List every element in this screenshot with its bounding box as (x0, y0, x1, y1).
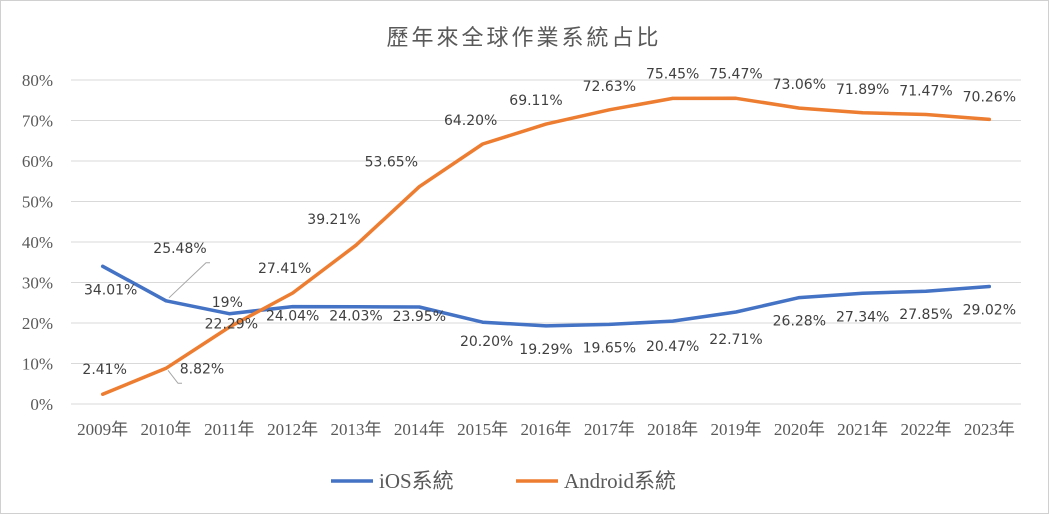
android-data-label: 73.06% (773, 77, 826, 93)
y-tick-label: 30% (22, 274, 53, 293)
ios-data-label: 26.28% (773, 314, 826, 330)
x-tick-label: 2019年 (711, 420, 762, 439)
android-data-point (164, 366, 168, 370)
ios-data-label: 19.29% (519, 342, 572, 358)
android-legend-label: Android系統 (564, 469, 676, 493)
ios-data-point (164, 299, 168, 303)
y-tick-label: 20% (22, 314, 53, 333)
ios-data-point (987, 284, 991, 288)
x-tick-label: 2010年 (141, 420, 192, 439)
y-axis-ticks: 0% 10% 20% 30% 40% 50% 60% 70% 80% (22, 71, 53, 414)
android-data-label: 64.20% (444, 113, 497, 129)
y-tick-label: 50% (22, 193, 53, 212)
android-data-label: 19% (212, 295, 243, 311)
android-data-label: 39.21% (307, 212, 360, 228)
x-tick-label: 2023年 (964, 420, 1015, 439)
x-tick-label: 2021年 (837, 420, 888, 439)
ios-data-point (227, 312, 231, 316)
android-data-label: 8.82% (180, 361, 224, 377)
ios-data-label: 19.65% (583, 340, 636, 356)
x-tick-label: 2014年 (394, 420, 445, 439)
x-tick-label: 2009年 (77, 420, 128, 439)
x-tick-label: 2017年 (584, 420, 635, 439)
android-data-point (227, 325, 231, 329)
android-data-point (481, 142, 485, 146)
ios-data-point (924, 289, 928, 293)
ios-data-point (101, 264, 105, 268)
x-tick-label: 2020年 (774, 420, 825, 439)
ios-data-label: 25.48% (153, 241, 206, 257)
android-data-label: 53.65% (365, 155, 418, 171)
ios-data-label: 22.71% (709, 332, 762, 348)
y-tick-label: 70% (22, 112, 53, 131)
android-data-label: 70.26% (963, 89, 1016, 105)
y-tick-label: 80% (22, 71, 53, 90)
ios-data-label: 24.03% (329, 309, 382, 325)
ios-data-point (797, 296, 801, 300)
ios-data-point (417, 305, 421, 309)
x-tick-label: 2015年 (457, 420, 508, 439)
ios-data-point (544, 324, 548, 328)
android-data-label: 27.41% (258, 261, 311, 277)
y-tick-label: 60% (22, 152, 53, 171)
ios-data-point (861, 291, 865, 295)
ios-data-point (671, 319, 675, 323)
y-tick-label: 10% (22, 355, 53, 374)
ios-data-label: 27.34% (836, 309, 889, 325)
android-data-point (101, 392, 105, 396)
android-data-label: 71.89% (836, 82, 889, 98)
ios-data-point (481, 320, 485, 324)
android-data-label: 69.11% (509, 93, 562, 109)
x-axis-ticks: 2009年 2010年 2011年 2012年 2013年 2014年 2015年 2016年… (77, 420, 1015, 439)
ios-legend-label: iOS系統 (379, 469, 454, 493)
ios-data-point (354, 305, 358, 309)
ios-data-label: 23.95% (393, 309, 446, 325)
series-layer (100, 96, 992, 396)
x-tick-label: 2012年 (267, 420, 318, 439)
android-data-point (861, 111, 865, 115)
x-tick-label: 2013年 (331, 420, 382, 439)
android-data-point (607, 108, 611, 112)
ios-data-label: 20.20% (460, 334, 513, 350)
android-data-point (417, 185, 421, 189)
android-data-point (924, 113, 928, 117)
ios-data-label: 27.85% (899, 307, 952, 323)
ios-data-label: 24.04% (266, 309, 319, 325)
x-tick-label: 2011年 (204, 420, 254, 439)
ios-data-point (291, 305, 295, 309)
x-tick-label: 2018年 (647, 420, 698, 439)
ios-data-label: 20.47% (646, 339, 699, 355)
android-data-label: 2.41% (82, 362, 126, 378)
x-tick-label: 2022年 (901, 420, 952, 439)
x-tick-label: 2016年 (521, 420, 572, 439)
ios-label-leader-line (168, 262, 210, 299)
android-data-point (291, 291, 295, 295)
ios-data-point (607, 322, 611, 326)
android-data-label: 75.45% (646, 66, 699, 82)
android-data-point (797, 106, 801, 110)
grid-layer (71, 79, 1021, 405)
android-data-point (671, 96, 675, 100)
android-data-point (987, 117, 991, 121)
chart-title: 歷年來全球作業系統占比 (386, 26, 661, 51)
android-data-point (354, 243, 358, 247)
android-data-label: 71.47% (899, 84, 952, 100)
y-tick-label: 40% (22, 233, 53, 252)
legend: iOS系統 Android系統 (331, 469, 676, 493)
leader-lines (167, 262, 210, 384)
ios-data-label: 34.01% (84, 282, 137, 298)
android-data-label: 75.47% (709, 66, 762, 82)
ios-data-point (734, 310, 738, 314)
ios-data-label: 22.29% (205, 317, 258, 333)
android-data-label: 72.63% (583, 79, 636, 95)
ios-data-label: 29.02% (963, 302, 1016, 318)
data-labels: 34.01% 25.48% 22.29% 24.04% 24.03% 23.95% 20.2… (82, 66, 1016, 378)
android-label-leader-line (167, 369, 182, 384)
android-data-point (734, 96, 738, 100)
android-data-point (544, 122, 548, 126)
y-tick-label: 0% (30, 395, 53, 414)
